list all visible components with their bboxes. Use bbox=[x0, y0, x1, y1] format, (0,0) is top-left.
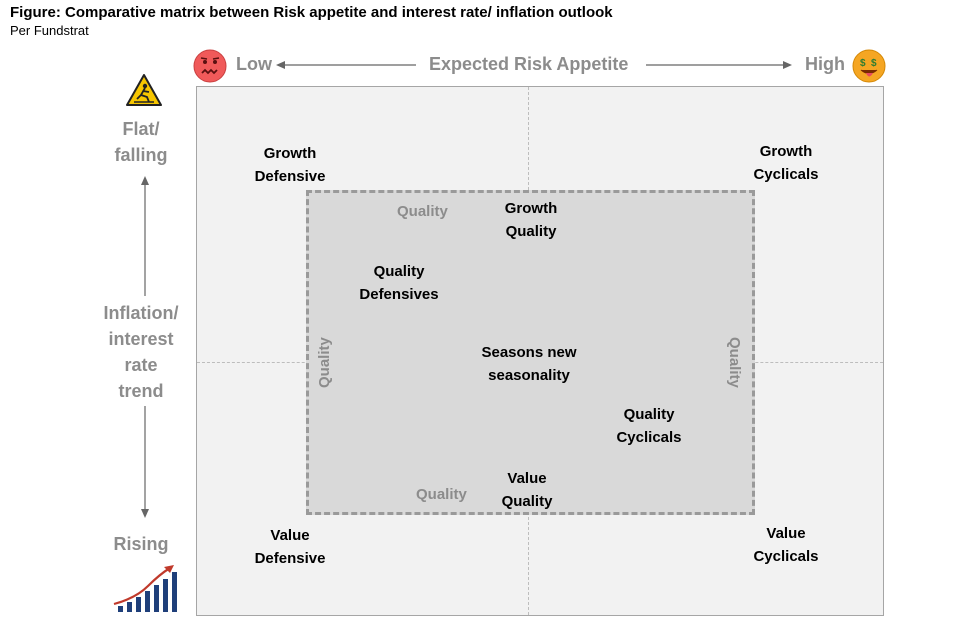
rising-bar-chart-icon bbox=[113, 565, 177, 612]
arrow-up-icon bbox=[141, 176, 149, 296]
quality-label-bottom: Quality bbox=[416, 486, 467, 503]
quality-zone bbox=[306, 190, 755, 515]
quality-defensives-cell: Quality Defensives bbox=[359, 263, 439, 303]
quality-label-top: Quality bbox=[397, 203, 448, 220]
value-quality-cell: Value Quality bbox=[501, 470, 553, 510]
inflation-rate-axis-label: Inflation/ interest rate trend bbox=[103, 303, 179, 401]
growth-cyclicals-cell: Growth Cyclicals bbox=[753, 143, 819, 183]
svg-text:$: $ bbox=[871, 58, 877, 69]
arrow-left-icon bbox=[276, 61, 416, 69]
warning-falling-person-icon bbox=[126, 74, 162, 106]
money-mouth-face-icon: $ $ bbox=[852, 49, 886, 83]
arrow-down-icon bbox=[141, 406, 149, 518]
risk-low-label: Low bbox=[236, 54, 272, 74]
growth-defensive-cell: Growth Defensive bbox=[254, 145, 326, 185]
quality-label-right: Quality bbox=[726, 337, 743, 388]
figure-source: Per Fundstrat bbox=[10, 23, 89, 38]
risk-appetite-axis-label: Expected Risk Appetite bbox=[429, 54, 629, 74]
rate-flat-falling-label: Flat/ falling bbox=[114, 119, 168, 165]
value-defensive-cell: Value Defensive bbox=[254, 527, 326, 567]
rate-rising-label: Rising bbox=[113, 534, 169, 554]
nauseated-face-icon bbox=[193, 49, 227, 83]
seasons-new-seasonality-cell: Seasons new seasonality bbox=[481, 344, 577, 384]
quality-cyclicals-cell: Quality Cyclicals bbox=[616, 406, 682, 446]
arrow-right-icon bbox=[646, 61, 792, 69]
quality-label-left: Quality bbox=[316, 337, 333, 388]
svg-text:$: $ bbox=[860, 58, 866, 69]
figure-title: Figure: Comparative matrix between Risk … bbox=[10, 4, 613, 21]
growth-quality-cell: Growth Quality bbox=[504, 200, 558, 240]
value-cyclicals-cell: Value Cyclicals bbox=[753, 525, 819, 565]
risk-high-label: High bbox=[805, 54, 845, 74]
